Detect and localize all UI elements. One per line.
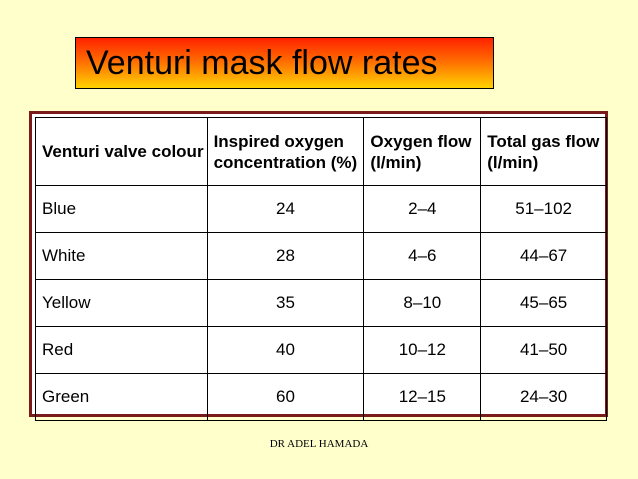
- slide-footer-author: DR ADEL HAMADA: [269, 438, 369, 450]
- header-valve-colour: Venturi valve colour: [35, 117, 208, 186]
- cell-oxygen-concentration: 28: [206, 232, 365, 280]
- slide-title: Venturi mask flow rates: [75, 37, 494, 89]
- cell-total-gas-flow: 51–102: [480, 185, 607, 233]
- cell-oxygen-concentration: 35: [206, 279, 365, 327]
- cell-oxygen-concentration: 60: [206, 373, 365, 421]
- cell-valve-colour: White: [35, 232, 208, 280]
- table-row: Yellow 35 8–10 45–65: [35, 279, 607, 327]
- table-row: Blue 24 2–4 51–102: [35, 185, 607, 233]
- cell-oxygen-flow: 2–4: [363, 185, 482, 233]
- table-row: Red 40 10–12 41–50: [35, 326, 607, 374]
- header-oxygen-concentration: Inspired oxygen concentration (%): [206, 117, 365, 186]
- flow-rates-table: Venturi valve colour Inspired oxygen conc…: [35, 117, 607, 421]
- table-row: Green 60 12–15 24–30: [35, 373, 607, 421]
- cell-oxygen-flow: 10–12: [363, 326, 482, 374]
- cell-valve-colour: Green: [35, 373, 208, 421]
- cell-oxygen-flow: 8–10: [363, 279, 482, 327]
- table-row: White 28 4–6 44–67: [35, 232, 607, 280]
- cell-total-gas-flow: 41–50: [480, 326, 607, 374]
- cell-valve-colour: Blue: [35, 185, 208, 233]
- header-oxygen-flow: Oxygen flow (l/min): [363, 117, 482, 186]
- cell-valve-colour: Yellow: [35, 279, 208, 327]
- cell-oxygen-flow: 12–15: [363, 373, 482, 421]
- cell-total-gas-flow: 44–67: [480, 232, 607, 280]
- table-frame: Venturi valve colour Inspired oxygen conc…: [29, 111, 608, 421]
- cell-valve-colour: Red: [35, 326, 208, 374]
- cell-oxygen-flow: 4–6: [363, 232, 482, 280]
- cell-oxygen-concentration: 40: [206, 326, 365, 374]
- cell-oxygen-concentration: 24: [206, 185, 365, 233]
- cell-total-gas-flow: 45–65: [480, 279, 607, 327]
- cell-total-gas-flow: 24–30: [480, 373, 607, 421]
- header-total-gas-flow: Total gas flow (l/min): [480, 117, 607, 186]
- table-header-row: Venturi valve colour Inspired oxygen conc…: [35, 117, 607, 186]
